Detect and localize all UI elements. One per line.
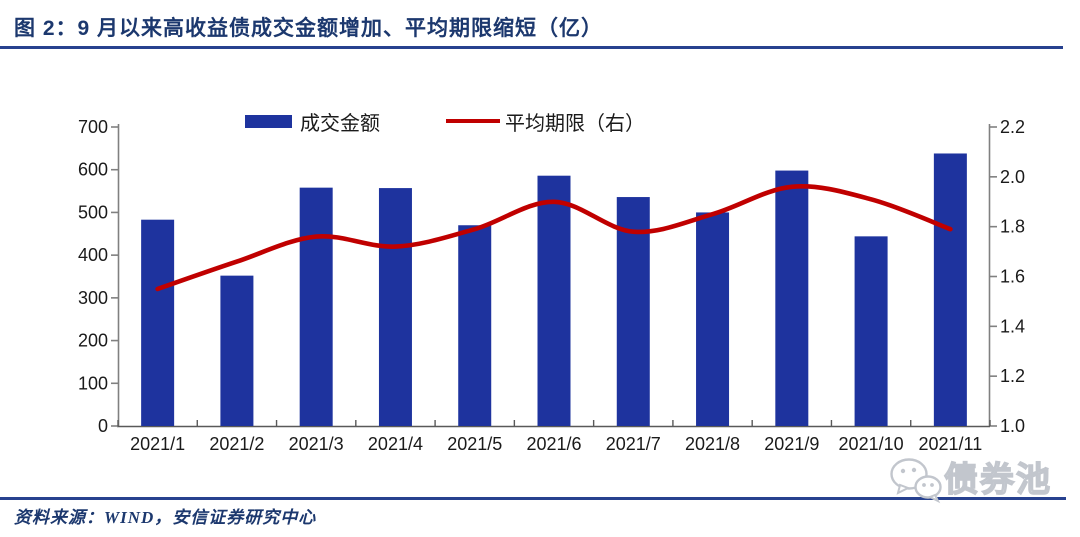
right-axis-tick-label: 1.6 (1000, 267, 1025, 287)
bar-2021/9 (775, 170, 809, 426)
bar-2021/11 (933, 153, 967, 427)
right-axis-tick-label: 2.2 (1000, 117, 1025, 137)
legend-label-maturity: 平均期限（右） (505, 112, 645, 135)
header-divider (0, 46, 1063, 49)
left-axis-tick-label: 600 (78, 160, 108, 180)
x-tick-label: 2021/3 (289, 434, 344, 454)
right-axis-tick-label: 1.4 (1000, 316, 1025, 336)
x-tick-label: 2021/8 (685, 434, 740, 454)
left-axis-tick-label: 700 (78, 117, 108, 137)
x-tick-label: 2021/10 (839, 434, 904, 454)
x-tick-label: 2021/5 (447, 434, 502, 454)
x-tick-label: 2021/2 (209, 434, 264, 454)
left-axis-tick-label: 400 (78, 245, 108, 265)
left-axis-tick-label: 100 (78, 373, 108, 393)
bar-2021/3 (299, 187, 333, 426)
bar-2021/10 (854, 236, 888, 426)
left-axis-tick-label: 300 (78, 288, 108, 308)
line-swatch-icon (446, 119, 500, 123)
watermark-text: 债券池 (943, 460, 1052, 499)
left-axis-tick-label: 500 (78, 202, 108, 222)
right-axis-tick-label: 1.2 (1000, 366, 1025, 386)
left-axis-tick-label: 200 (78, 331, 108, 351)
watermark: 债券池 (888, 456, 1052, 504)
figure-title: 图 2：9 月以来高收益债成交金额增加、平均期限缩短（亿） (14, 17, 604, 40)
x-tick-label: 2021/9 (764, 434, 819, 454)
legend-item-maturity: 平均期限（右） (446, 107, 645, 136)
bar-2021/6 (537, 175, 571, 426)
x-tick-label: 2021/4 (368, 434, 423, 454)
bar-2021/1 (141, 219, 175, 426)
right-axis-tick-label: 1.0 (1000, 416, 1025, 436)
x-tick-label: 2021/7 (606, 434, 661, 454)
trend-line (155, 184, 953, 292)
bar-2021/2 (220, 275, 254, 426)
footer-divider (0, 497, 1066, 500)
right-axis-tick-label: 2.0 (1000, 167, 1025, 187)
legend-item-volume: 成交金额 (245, 107, 380, 136)
x-tick-label: 2021/11 (918, 434, 982, 454)
wechat-icon (890, 458, 942, 504)
bar-2021/5 (458, 225, 492, 426)
right-axis-tick-label: 1.8 (1000, 217, 1025, 237)
legend-label-volume: 成交金额 (300, 112, 380, 135)
source-note: 资料来源：WIND，安信证券研究中心 (14, 508, 317, 527)
chart-legend: 成交金额 平均期限（右） (245, 107, 645, 135)
bar-swatch-icon (245, 114, 292, 128)
x-tick-label: 2021/1 (130, 434, 185, 454)
x-tick-label: 2021/6 (526, 434, 581, 454)
bar-2021/7 (616, 197, 650, 426)
bar-2021/8 (696, 212, 730, 426)
bar-2021/4 (378, 188, 412, 426)
left-axis-tick-label: 0 (98, 416, 108, 436)
